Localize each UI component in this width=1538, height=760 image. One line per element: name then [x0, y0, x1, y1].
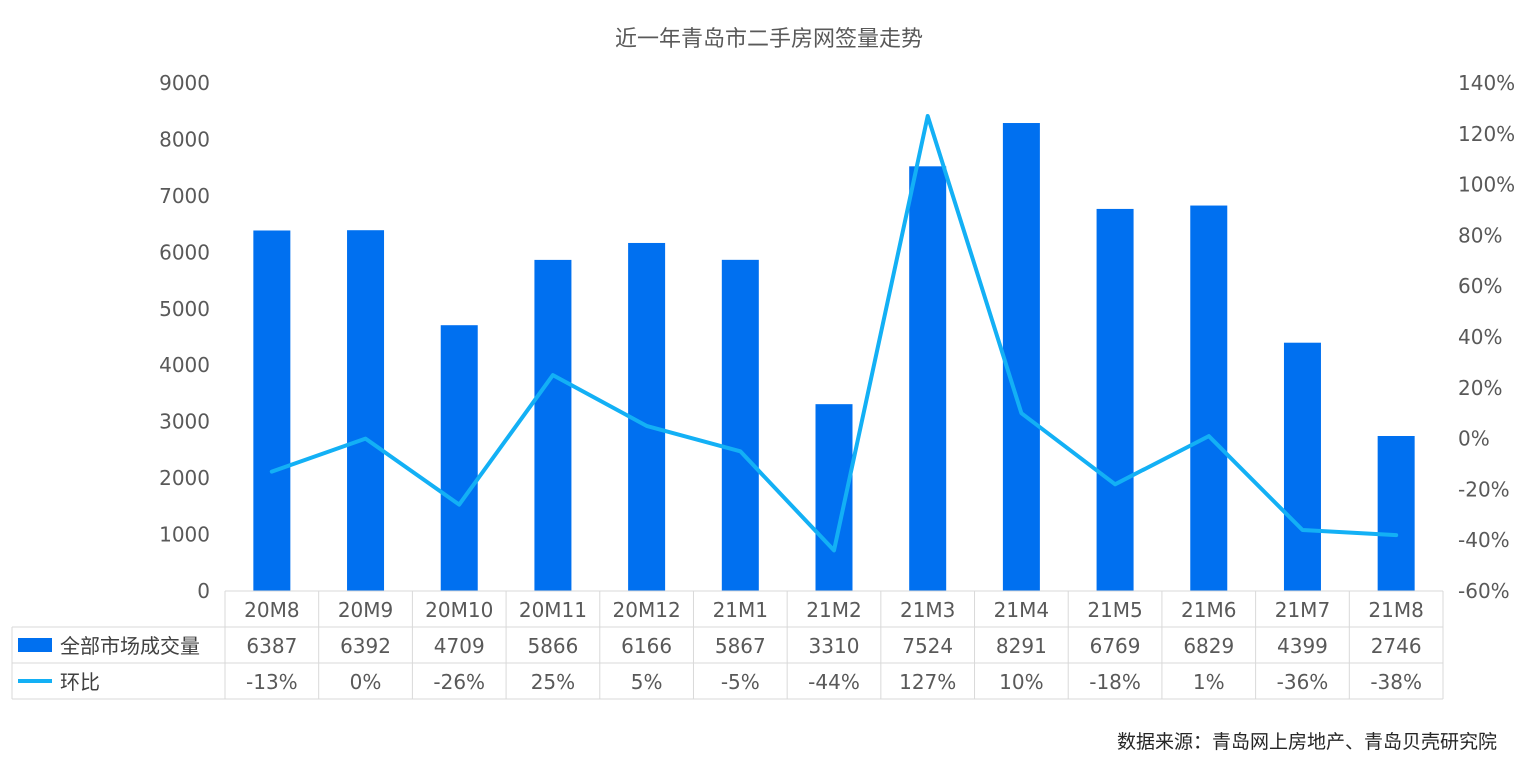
x-tick-label: 20M12 — [613, 598, 681, 622]
bar — [1377, 436, 1415, 591]
bar-value-label: 7524 — [902, 634, 953, 658]
x-tick-label: 21M7 — [1275, 598, 1330, 622]
line-value-label: 1% — [1193, 670, 1225, 694]
line-value-label: -44% — [808, 670, 860, 694]
bar — [1283, 342, 1321, 591]
bar-series — [253, 123, 1415, 592]
line-value-label: 5% — [631, 670, 663, 694]
y-right-tick-label: 60% — [1458, 274, 1502, 298]
y-right-tick-label: 120% — [1458, 122, 1515, 146]
bar — [347, 230, 385, 592]
line-value-label: -13% — [246, 670, 298, 694]
y-left-tick-label: 8000 — [159, 127, 210, 151]
bar-value-label: 8291 — [996, 634, 1047, 658]
line-value-label: -38% — [1370, 670, 1422, 694]
line-value-label: 0% — [350, 670, 382, 694]
source-note: 数据来源：青岛网上房地产、青岛贝壳研究院 — [1117, 731, 1497, 753]
y-left-tick-label: 6000 — [159, 240, 210, 264]
bar-value-label: 6769 — [1090, 634, 1141, 658]
bar — [1190, 205, 1228, 591]
x-tick-label: 20M9 — [338, 598, 393, 622]
bar — [253, 230, 291, 592]
bar-value-label: 5866 — [527, 634, 578, 658]
bar-value-label: 5867 — [715, 634, 766, 658]
y-left-tick-label: 7000 — [159, 184, 210, 208]
bar — [440, 325, 478, 591]
y-right-tick-label: 20% — [1458, 376, 1502, 400]
line-value-label: -36% — [1277, 670, 1329, 694]
legend-label: 全部市场成交量 — [60, 634, 200, 658]
y-right-tick-label: 0% — [1458, 427, 1490, 451]
bar — [909, 166, 947, 591]
bar — [534, 259, 572, 591]
bar-value-label: 4709 — [434, 634, 485, 658]
legend-label: 环比 — [60, 670, 100, 694]
x-tick-label: 21M1 — [713, 598, 768, 622]
line-value-label: -5% — [721, 670, 760, 694]
y-axis-left: 0 1000 2000 3000 4000 5000 6000 7000 8000 9000 — [159, 71, 210, 603]
y-right-tick-label: 140% — [1458, 71, 1515, 95]
x-tick-label: 21M8 — [1368, 598, 1423, 622]
bar — [1002, 123, 1040, 592]
bar-value-label: 4399 — [1277, 634, 1328, 658]
y-left-tick-label: 4000 — [159, 353, 210, 377]
bar-value-label: 6829 — [1183, 634, 1234, 658]
y-right-tick-label: 40% — [1458, 325, 1502, 349]
y-left-tick-label: 9000 — [159, 71, 210, 95]
data-table: 20M8 20M9 20M10 20M11 20M12 21M1 21M2 21M3 21M4 2… — [11, 590, 1444, 700]
bar-value-label: 3310 — [809, 634, 860, 658]
x-tick-label: 20M10 — [425, 598, 493, 622]
y-right-tick-label: -40% — [1458, 528, 1510, 552]
line-value-label: -26% — [433, 670, 485, 694]
line-value-label: 25% — [531, 670, 575, 694]
y-right-tick-label: -60% — [1458, 579, 1510, 603]
y-left-tick-label: 3000 — [159, 410, 210, 434]
line-series — [269, 114, 1399, 553]
y-left-tick-label: 2000 — [159, 466, 210, 490]
y-axis-right: -60% -40% -20% 0% 20% 40% 60% 80% 100% 120% 140% — [1458, 71, 1515, 603]
x-tick-label: 21M4 — [994, 598, 1049, 622]
bar — [721, 259, 759, 591]
x-tick-label: 21M3 — [900, 598, 955, 622]
line-value-label: -18% — [1089, 670, 1141, 694]
y-left-tick-label: 5000 — [159, 297, 210, 321]
bar — [1096, 208, 1134, 591]
x-tick-label: 20M8 — [244, 598, 299, 622]
x-tick-label: 21M6 — [1181, 598, 1236, 622]
y-right-tick-label: 100% — [1458, 173, 1515, 197]
bar-value-label: 6387 — [246, 634, 297, 658]
chart-title: 近一年青岛市二手房网签量走势 — [615, 27, 923, 52]
x-tick-label: 21M2 — [806, 598, 861, 622]
y-left-tick-label: 1000 — [159, 523, 210, 547]
x-tick-label: 20M11 — [519, 598, 587, 622]
legend-swatch-bar — [18, 638, 52, 652]
y-left-tick-label: 0 — [197, 579, 210, 603]
line-value-label: 127% — [899, 670, 956, 694]
bar-value-label: 6166 — [621, 634, 672, 658]
y-right-tick-label: -20% — [1458, 477, 1510, 501]
bar-value-label: 6392 — [340, 634, 391, 658]
line-value-label: 10% — [999, 670, 1043, 694]
bar-value-label: 2746 — [1371, 634, 1422, 658]
y-right-tick-label: 80% — [1458, 223, 1502, 247]
x-tick-label: 21M5 — [1087, 598, 1142, 622]
